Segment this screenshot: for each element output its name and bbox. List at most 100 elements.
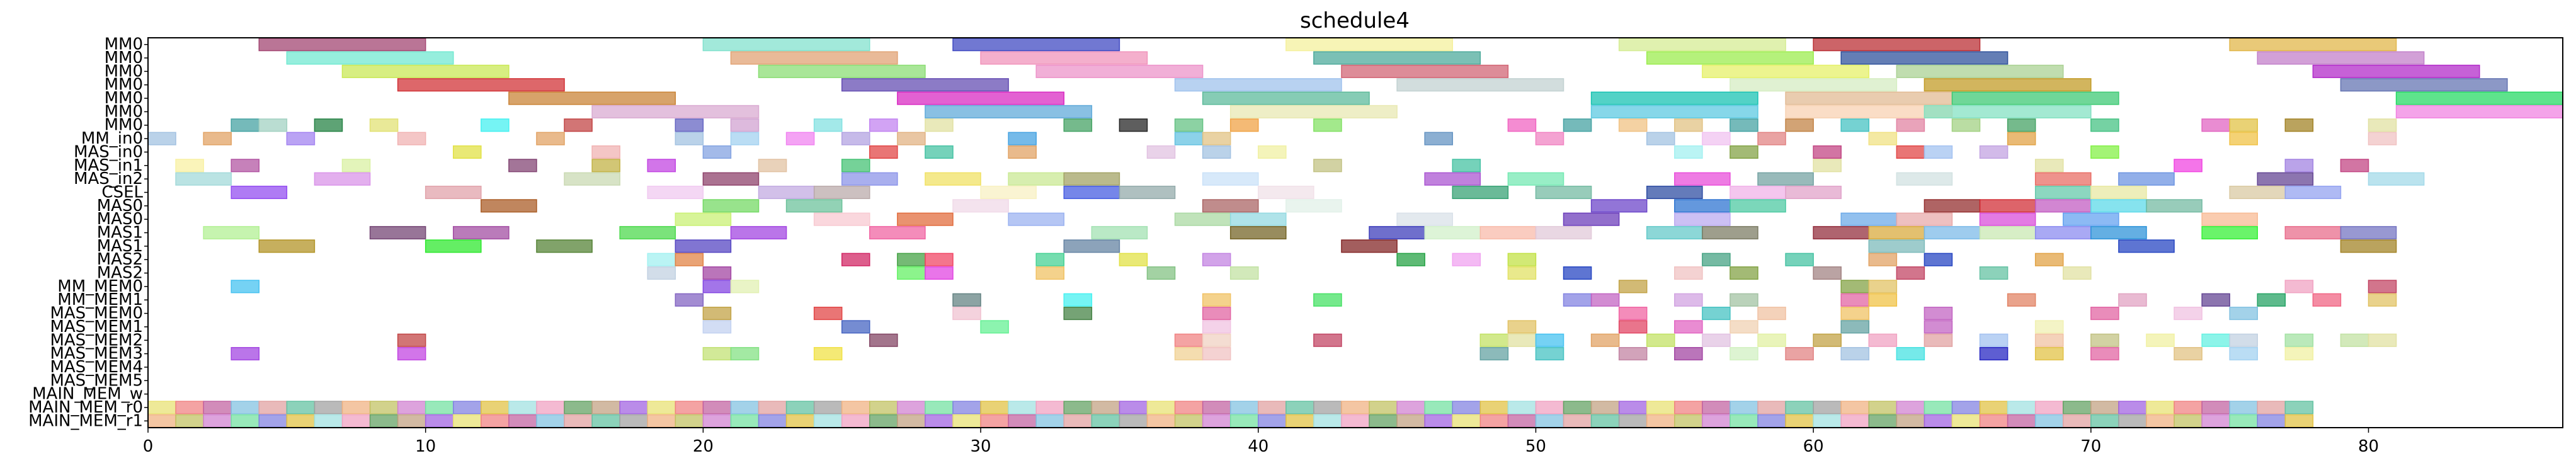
task-bar xyxy=(647,159,675,172)
task-bar xyxy=(2285,401,2313,414)
task-bar xyxy=(1564,401,1592,414)
task-bar xyxy=(1203,348,1231,360)
task-bar xyxy=(1869,132,1896,145)
task-bar xyxy=(1675,213,1730,225)
task-bar xyxy=(703,173,758,185)
task-bar xyxy=(1508,415,1536,428)
task-bar xyxy=(1730,186,1786,199)
task-bar xyxy=(2063,267,2091,280)
task-bar xyxy=(1647,334,1675,346)
task-bar xyxy=(703,415,731,428)
task-bar xyxy=(2174,348,2202,360)
task-bar xyxy=(1203,334,1231,346)
task-bar xyxy=(1008,415,1036,428)
task-bar xyxy=(2340,334,2368,346)
task-bar xyxy=(2174,401,2202,414)
task-bar xyxy=(1675,293,1702,306)
task-bar xyxy=(370,119,398,132)
y-axis-labels: MM0MM0MM0MM0MM0MM0MM0MM_in0MAS_in0MAS_in… xyxy=(28,35,148,431)
task-bar xyxy=(1175,132,1203,145)
task-bar xyxy=(564,119,592,132)
task-bar xyxy=(1175,119,1203,132)
task-bar xyxy=(1619,348,1647,360)
task-bar xyxy=(1813,38,1980,51)
task-bar xyxy=(2091,186,2146,199)
task-bar xyxy=(1091,227,1147,239)
task-bar xyxy=(1425,132,1452,145)
task-bar xyxy=(925,253,953,266)
task-bar xyxy=(1869,334,1896,346)
task-bar xyxy=(1008,213,1064,225)
task-bar xyxy=(2202,119,2230,132)
task-bar xyxy=(426,401,453,414)
task-bar xyxy=(1786,348,1813,360)
task-bar xyxy=(314,173,370,185)
task-bar xyxy=(1064,186,1119,199)
task-bar xyxy=(925,401,953,414)
task-bar xyxy=(564,415,592,428)
task-bar xyxy=(925,173,981,185)
task-bar xyxy=(1147,415,1175,428)
task-bar xyxy=(1702,66,1869,78)
task-bar xyxy=(731,119,758,132)
task-bar xyxy=(2146,401,2174,414)
task-bar xyxy=(314,119,342,132)
task-bar xyxy=(2119,173,2174,185)
task-bar xyxy=(1036,66,1202,78)
task-bar xyxy=(203,132,231,145)
task-bar xyxy=(314,415,342,428)
task-bar xyxy=(1258,401,1286,414)
task-bar xyxy=(1175,334,1203,346)
task-bar xyxy=(1786,186,1841,199)
task-bar xyxy=(1342,401,1369,414)
task-bar xyxy=(1924,146,1952,159)
task-bar xyxy=(1425,401,1452,414)
task-bar xyxy=(870,415,898,428)
task-bar xyxy=(1980,415,2008,428)
task-bar xyxy=(2396,92,2563,105)
task-bar xyxy=(1730,146,1758,159)
task-bar xyxy=(2091,334,2119,346)
x-tick-label: 40 xyxy=(1248,437,1268,456)
task-bar xyxy=(287,415,314,428)
task-bar xyxy=(1952,92,2118,105)
task-bar xyxy=(1730,200,1786,212)
task-bar xyxy=(1314,401,1342,414)
task-bar xyxy=(2036,186,2091,199)
task-bar xyxy=(1675,321,1702,333)
task-bar xyxy=(1286,401,1314,414)
task-bar xyxy=(1480,401,1508,414)
task-bar xyxy=(898,267,925,280)
task-bar xyxy=(370,401,398,414)
task-bar xyxy=(1064,173,1119,185)
task-bar xyxy=(1175,415,1203,428)
task-bar xyxy=(1231,227,1286,239)
task-bar xyxy=(1286,38,1452,51)
task-bar xyxy=(925,267,953,280)
task-bar xyxy=(1480,227,1536,239)
task-bar xyxy=(1647,401,1675,414)
task-bar xyxy=(1119,401,1147,414)
task-bar xyxy=(1924,401,1952,414)
task-bar xyxy=(426,186,481,199)
x-tick-label: 0 xyxy=(143,437,154,456)
task-bar xyxy=(1702,253,1730,266)
task-bar xyxy=(537,240,592,253)
task-bar xyxy=(675,132,703,145)
task-bar xyxy=(1786,401,1813,414)
task-bar xyxy=(1452,253,1480,266)
task-bar xyxy=(2036,348,2063,360)
task-bar xyxy=(509,401,537,414)
task-bar xyxy=(1896,267,1924,280)
task-bar xyxy=(898,213,953,225)
task-bar xyxy=(1314,293,1342,306)
task-bar xyxy=(1564,213,1619,225)
task-bar xyxy=(2036,415,2063,428)
x-tick-label: 30 xyxy=(971,437,991,456)
task-bar xyxy=(703,38,869,51)
task-bar xyxy=(1730,293,1758,306)
task-bar xyxy=(1924,307,1952,320)
task-bar xyxy=(620,227,675,239)
task-bar xyxy=(2230,119,2257,132)
task-bar xyxy=(898,132,925,145)
